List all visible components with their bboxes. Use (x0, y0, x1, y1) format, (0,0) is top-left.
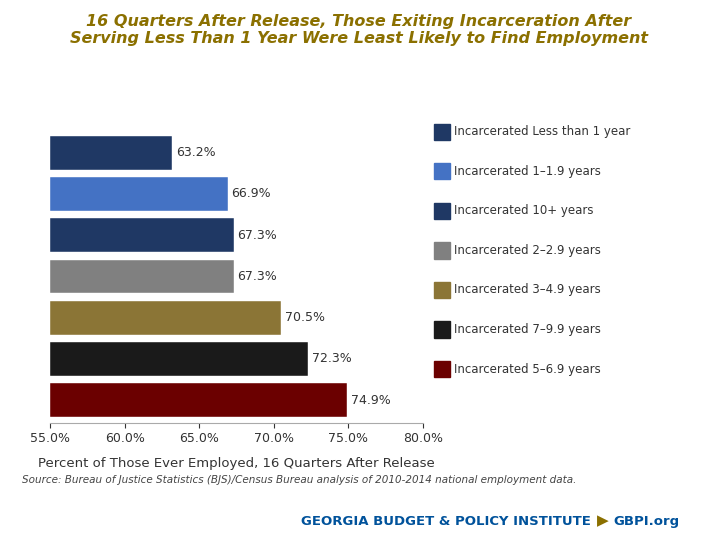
Bar (50, 342, 308, 376)
Text: 70.5%: 70.5% (285, 311, 325, 324)
Text: Incarcerated 5–6.9 years: Incarcerated 5–6.9 years (454, 363, 601, 376)
Text: Incarcerated 7–9.9 years: Incarcerated 7–9.9 years (454, 323, 601, 336)
Text: 67.3%: 67.3% (237, 270, 277, 283)
Text: Incarcerated 3–4.9 years: Incarcerated 3–4.9 years (454, 283, 601, 296)
Bar (50, 301, 281, 334)
Text: GBPI.org: GBPI.org (613, 515, 679, 528)
Text: 16 Quarters After Release, Those Exiting Incarceration After
Serving Less Than 1: 16 Quarters After Release, Those Exiting… (70, 14, 647, 46)
Bar (50, 136, 173, 170)
Text: 74.9%: 74.9% (351, 393, 391, 406)
Bar (50, 218, 234, 252)
X-axis label: Percent of Those Ever Employed, 16 Quarters After Release: Percent of Those Ever Employed, 16 Quart… (38, 456, 435, 469)
Text: Incarcerated Less than 1 year: Incarcerated Less than 1 year (454, 125, 630, 138)
Text: 66.9%: 66.9% (232, 188, 271, 201)
Text: 67.3%: 67.3% (237, 229, 277, 242)
Bar (50, 177, 228, 211)
Text: Incarcerated 2–2.9 years: Incarcerated 2–2.9 years (454, 244, 601, 257)
Text: 63.2%: 63.2% (176, 146, 216, 159)
Text: Incarcerated 1–1.9 years: Incarcerated 1–1.9 years (454, 165, 601, 178)
Text: Incarcerated 10+ years: Incarcerated 10+ years (454, 204, 594, 217)
Text: Source: Bureau of Justice Statistics (BJS)/Census Bureau analysis of 2010-2014 n: Source: Bureau of Justice Statistics (BJ… (22, 475, 576, 485)
Bar (50, 383, 347, 417)
Text: 72.3%: 72.3% (312, 352, 351, 365)
Text: GEORGIA BUDGET & POLICY INSTITUTE: GEORGIA BUDGET & POLICY INSTITUTE (301, 515, 591, 528)
Bar (50, 260, 234, 293)
Text: ▶: ▶ (597, 513, 608, 528)
